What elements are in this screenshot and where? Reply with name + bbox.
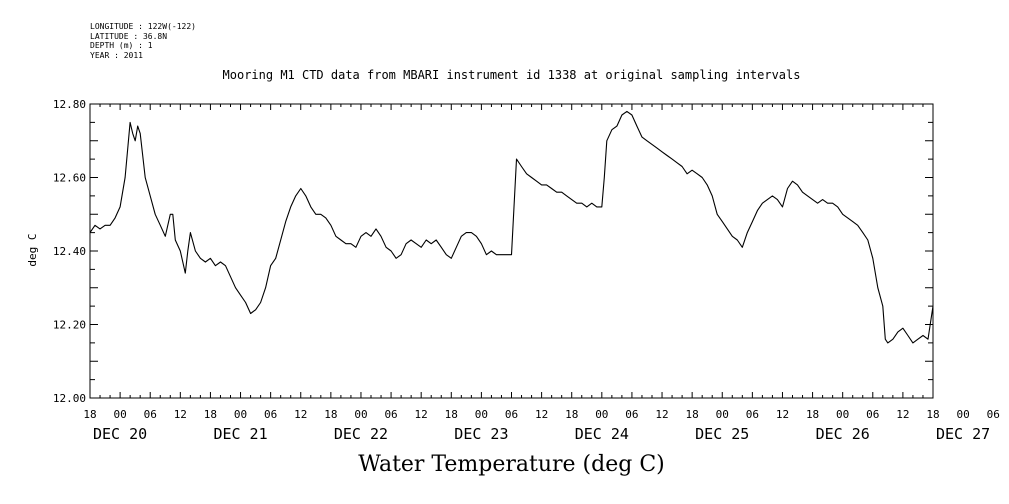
x-day-label: DEC 20 (93, 425, 147, 443)
x-day-label: DEC 23 (454, 425, 508, 443)
y-axis-label: deg C (26, 233, 39, 266)
chart-title: Mooring M1 CTD data from MBARI instrumen… (222, 68, 801, 82)
x-day-label: DEC 27 (936, 425, 990, 443)
x-day-label: DEC 21 (213, 425, 267, 443)
x-tick-label: 18 (926, 408, 939, 421)
x-tick-label: 12 (896, 408, 909, 421)
x-tick-label: 06 (987, 408, 1000, 421)
x-tick-label: 00 (836, 408, 849, 421)
x-tick-label: 18 (445, 408, 458, 421)
x-axis: 18 00 06 12 18 00 06 12 18 00 06 12 18 00 06 12 18 00 06 12… (83, 104, 1000, 443)
x-tick-label: 12 (535, 408, 548, 421)
x-tick-label: 06 (264, 408, 277, 421)
x-day-label: DEC 24 (575, 425, 629, 443)
depth-label: DEPTH (m) : 1 (90, 41, 153, 50)
y-tick-label: 12.80 (53, 98, 86, 111)
x-tick-label: 18 (565, 408, 578, 421)
x-tick-label: 12 (776, 408, 789, 421)
longitude-label: LONGITUDE : 122W(-122) (90, 22, 196, 31)
x-tick-label: 12 (174, 408, 187, 421)
x-tick-label: 18 (83, 408, 96, 421)
x-tick-label: 06 (144, 408, 157, 421)
x-tick-label: 06 (866, 408, 879, 421)
x-tick-label: 18 (324, 408, 337, 421)
x-tick-label: 00 (234, 408, 247, 421)
x-tick-label: 00 (956, 408, 969, 421)
y-axis: 12.00 12.20 12.40 12.60 12.80 (53, 98, 933, 405)
x-tick-label: 12 (415, 408, 428, 421)
x-axis-title: Water Temperature (deg C) (358, 452, 665, 477)
x-tick-label: 18 (806, 408, 819, 421)
x-tick-label: 00 (113, 408, 126, 421)
dataset-metadata: LONGITUDE : 122W(-122) LATITUDE : 36.8N … (90, 22, 196, 60)
latitude-label: LATITUDE : 36.8N (90, 31, 168, 41)
x-tick-label: 00 (354, 408, 367, 421)
x-tick-label: 12 (294, 408, 307, 421)
y-tick-label: 12.20 (53, 319, 86, 332)
x-tick-label: 06 (505, 408, 518, 421)
x-tick-label: 18 (686, 408, 699, 421)
y-tick-label: 12.40 (53, 245, 86, 258)
series-line (89, 110, 934, 344)
x-tick-label: 00 (716, 408, 729, 421)
x-tick-label: 06 (625, 408, 638, 421)
x-tick-label: 12 (655, 408, 668, 421)
x-tick-label: 00 (595, 408, 608, 421)
x-tick-label: 06 (384, 408, 397, 421)
y-tick-label: 12.60 (53, 172, 86, 185)
series-group (89, 110, 934, 344)
x-tick-label: 00 (475, 408, 488, 421)
y-tick-label: 12.00 (53, 392, 86, 405)
x-tick-label: 06 (746, 408, 759, 421)
x-day-label: DEC 26 (816, 425, 870, 443)
year-label: YEAR : 2011 (90, 50, 143, 60)
x-day-label: DEC 22 (334, 425, 388, 443)
x-day-label: DEC 25 (695, 425, 749, 443)
x-tick-label: 18 (204, 408, 217, 421)
